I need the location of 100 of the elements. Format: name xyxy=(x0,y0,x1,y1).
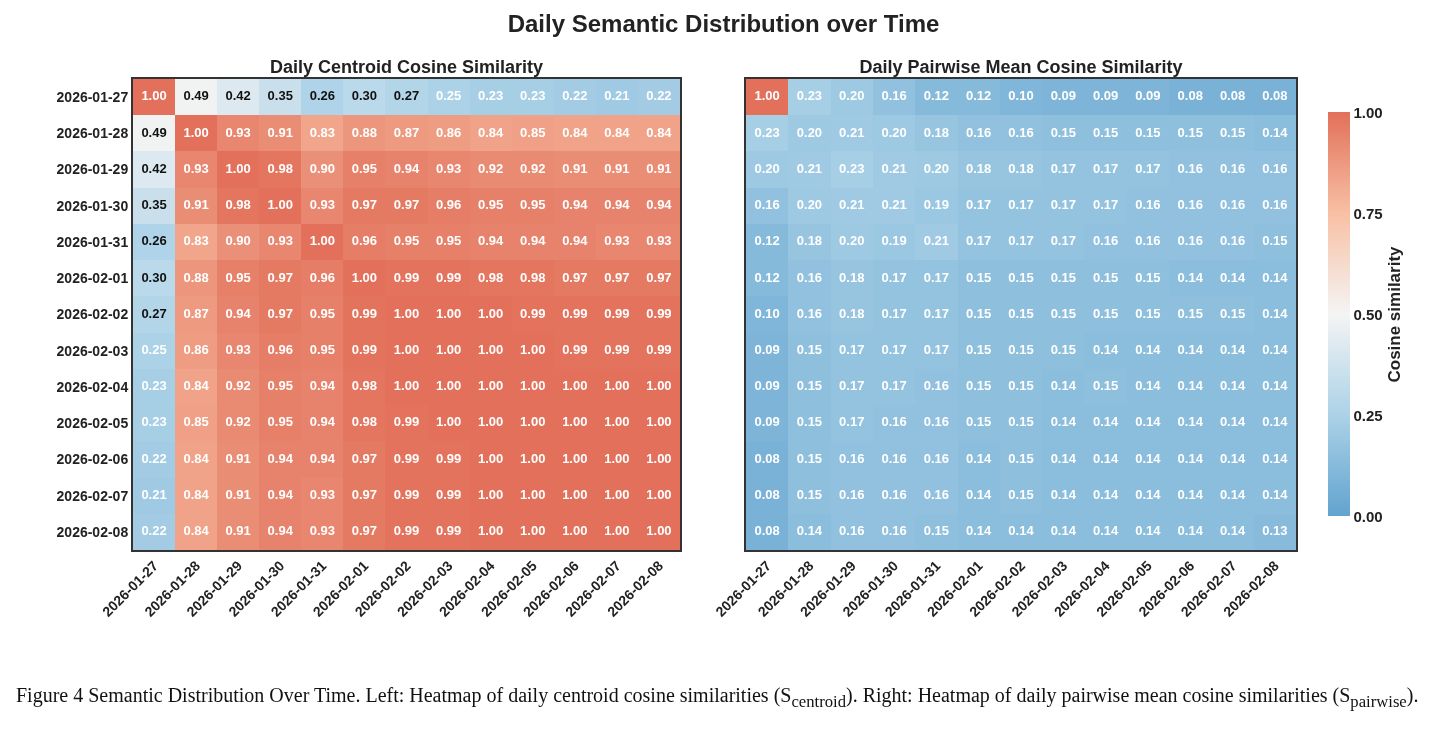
color-bar-label: 0.50 xyxy=(1353,305,1383,323)
data-label: 0.88 xyxy=(351,124,378,140)
data-label: 0.16 xyxy=(1219,160,1246,176)
data-label: 0.17 xyxy=(881,269,907,285)
data-label: 0.17 xyxy=(1135,160,1161,176)
data-label: 0.91 xyxy=(267,124,293,140)
data-label: 0.16 xyxy=(1262,197,1288,213)
data-label: 0.42 xyxy=(141,160,167,176)
data-label: 0.90 xyxy=(309,160,336,176)
data-label: 0.99 xyxy=(351,305,378,321)
data-label: 0.27 xyxy=(141,305,167,321)
data-label: 1.00 xyxy=(604,523,630,539)
y-tick-label: 2026-01-29 xyxy=(56,161,129,178)
data-label: 0.14 xyxy=(1092,523,1120,539)
data-label: 0.98 xyxy=(520,269,546,285)
data-label: 0.15 xyxy=(966,341,992,357)
data-label: 0.15 xyxy=(1262,233,1288,249)
data-label: 0.16 xyxy=(881,414,907,430)
data-label: 0.95 xyxy=(435,233,462,249)
data-label: 0.10 xyxy=(754,305,780,321)
data-label: 0.98 xyxy=(225,197,251,213)
data-label: 1.00 xyxy=(435,341,462,357)
data-label: 0.14 xyxy=(966,486,993,502)
data-label: 0.15 xyxy=(966,305,992,321)
data-label: 1.00 xyxy=(477,305,504,321)
data-label: 0.91 xyxy=(562,160,588,176)
y-tick-label: 2026-02-06 xyxy=(56,451,129,468)
data-label: 0.16 xyxy=(1177,160,1203,176)
data-label: 0.95 xyxy=(267,414,293,430)
data-label: 0.16 xyxy=(754,197,780,213)
data-label: 0.17 xyxy=(1008,197,1034,213)
data-label: 0.14 xyxy=(1135,523,1162,539)
data-label: 0.16 xyxy=(881,450,907,466)
data-label: 0.97 xyxy=(267,269,293,285)
data-label: 0.87 xyxy=(393,124,420,140)
data-label: 0.96 xyxy=(435,197,462,213)
data-label: 0.20 xyxy=(923,160,950,176)
data-label: 0.15 xyxy=(1008,450,1034,466)
data-label: 0.87 xyxy=(183,305,209,321)
data-label: 0.21 xyxy=(923,233,950,249)
data-label: 0.15 xyxy=(796,378,823,394)
data-label: 1.00 xyxy=(646,486,672,502)
data-label: 0.09 xyxy=(754,414,780,430)
data-label: 0.92 xyxy=(520,160,546,176)
y-tick-label: 2026-02-04 xyxy=(56,378,129,395)
chart-title: Daily Centroid Cosine Similarity xyxy=(269,57,544,77)
data-label: 1.00 xyxy=(604,486,630,502)
data-label: 0.08 xyxy=(1219,88,1246,104)
data-label: 0.99 xyxy=(520,305,546,321)
data-label: 1.00 xyxy=(141,88,167,104)
data-label: 0.18 xyxy=(966,160,992,176)
data-label: 0.85 xyxy=(183,414,209,430)
data-label: 0.15 xyxy=(796,414,823,430)
data-label: 0.94 xyxy=(562,233,589,249)
data-label: 0.17 xyxy=(1092,197,1119,213)
data-label: 1.00 xyxy=(267,197,293,213)
data-label: 0.18 xyxy=(839,305,865,321)
data-label: 0.99 xyxy=(393,523,420,539)
data-label: 1.00 xyxy=(604,450,630,466)
data-label: 0.17 xyxy=(923,269,950,285)
data-label: 0.94 xyxy=(393,160,420,176)
data-label: 0.93 xyxy=(604,233,630,249)
data-label: 0.91 xyxy=(225,523,251,539)
data-label: 0.22 xyxy=(141,523,167,539)
data-label: 0.15 xyxy=(796,341,823,357)
data-label: 0.84 xyxy=(477,124,505,140)
data-label: 0.08 xyxy=(754,450,780,466)
data-label: 0.84 xyxy=(183,486,210,502)
data-label: 1.00 xyxy=(393,341,420,357)
data-label: 0.15 xyxy=(1219,124,1246,140)
data-label: 0.14 xyxy=(1262,269,1289,285)
data-label: 1.00 xyxy=(520,486,546,502)
data-label: 0.42 xyxy=(225,88,251,104)
data-label: 0.94 xyxy=(309,378,336,394)
data-label: 0.97 xyxy=(562,269,588,285)
data-label: 0.18 xyxy=(839,269,865,285)
data-label: 0.09 xyxy=(754,378,780,394)
data-label: 0.15 xyxy=(1008,305,1034,321)
data-label: 0.14 xyxy=(1177,450,1204,466)
data-label: 0.16 xyxy=(923,378,950,394)
data-label: 0.12 xyxy=(754,269,780,285)
data-label: 0.49 xyxy=(183,88,209,104)
data-label: 0.20 xyxy=(754,160,780,176)
data-label: 1.00 xyxy=(477,414,504,430)
data-label: 0.17 xyxy=(881,378,907,394)
data-label: 0.23 xyxy=(796,88,823,104)
data-label: 0.14 xyxy=(1092,414,1120,430)
data-label: 1.00 xyxy=(520,523,546,539)
data-label: 0.14 xyxy=(1050,378,1077,394)
y-tick-label: 2026-02-05 xyxy=(56,415,129,432)
data-label: 0.97 xyxy=(351,450,378,466)
data-label: 0.25 xyxy=(435,88,462,104)
data-label: 0.14 xyxy=(1177,523,1204,539)
data-label: 0.16 xyxy=(839,450,865,466)
data-label: 0.16 xyxy=(1135,233,1161,249)
data-label: 0.99 xyxy=(435,450,462,466)
data-label: 0.16 xyxy=(881,523,907,539)
data-label: 0.09 xyxy=(1050,88,1076,104)
data-label: 0.17 xyxy=(839,378,865,394)
data-label: 0.94 xyxy=(267,523,294,539)
